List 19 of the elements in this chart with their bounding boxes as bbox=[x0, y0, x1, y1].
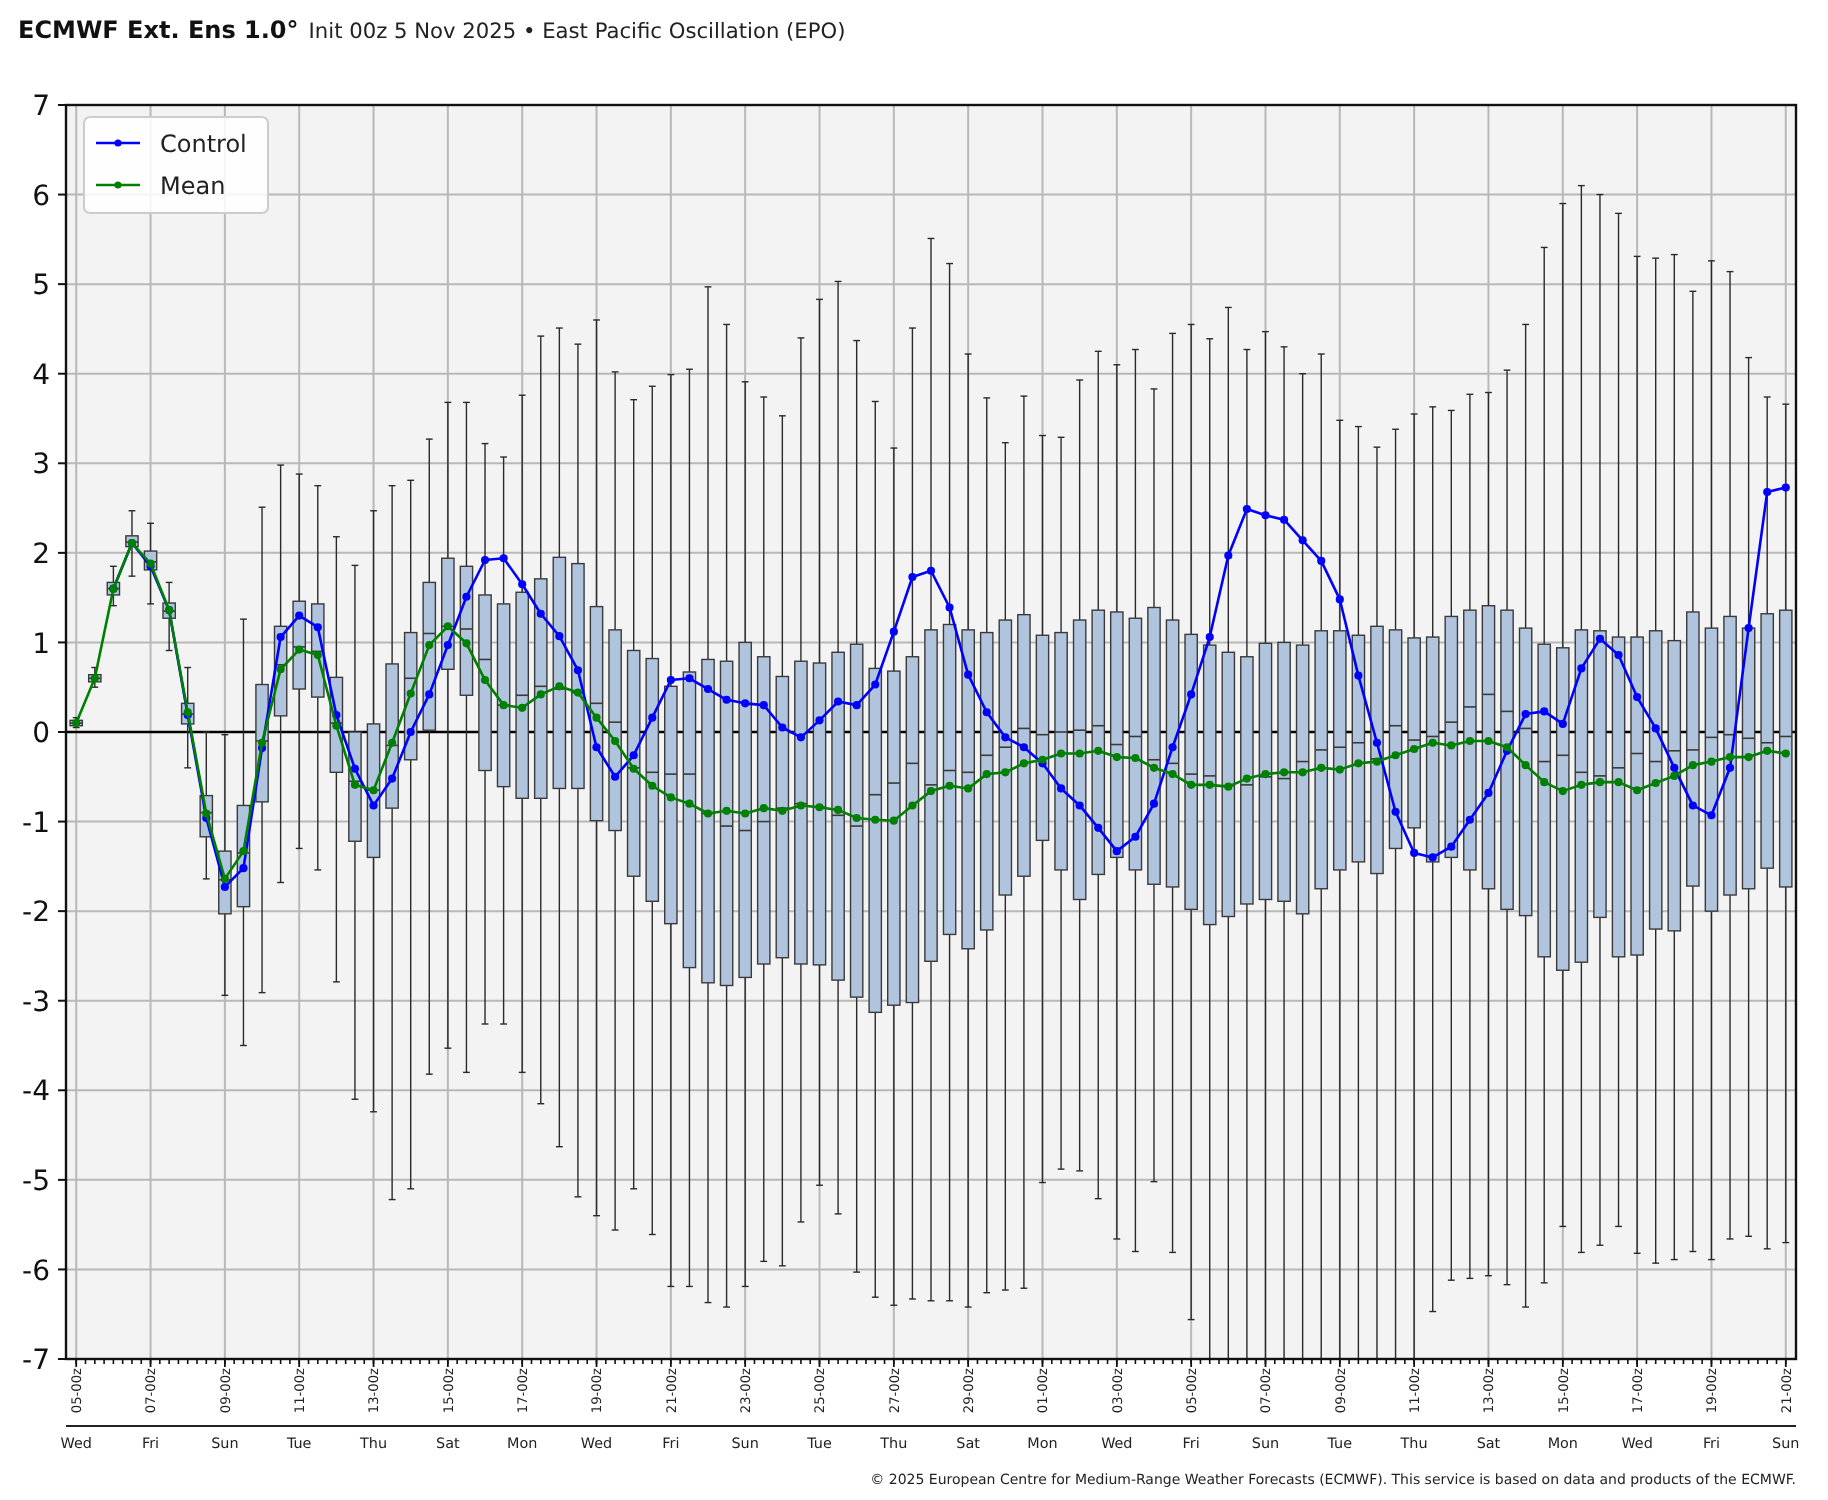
y-tick-label: 3 bbox=[32, 449, 50, 482]
y-tick-label: -4 bbox=[22, 1076, 51, 1109]
y-tick-label: 6 bbox=[32, 180, 51, 213]
y-tick-label: 1 bbox=[32, 628, 50, 661]
chart-title: ECMWF Ext. Ens 1.0° bbox=[18, 16, 299, 44]
chart-subtitle: Init 00z 5 Nov 2025 • East Pacific Oscillation (EPO) bbox=[308, 20, 846, 44]
y-tick-label: -1 bbox=[22, 807, 50, 840]
y-tick-label: 0 bbox=[32, 718, 50, 751]
y-tick-label: 2 bbox=[32, 538, 50, 571]
y-tick-label: -5 bbox=[22, 1165, 50, 1198]
y-tick-label: -3 bbox=[22, 986, 50, 1019]
y-tick-label: 7 bbox=[32, 91, 50, 124]
y-tick-label: 5 bbox=[32, 270, 50, 303]
y-tick-label: 4 bbox=[32, 359, 51, 392]
y-tick-label: -2 bbox=[22, 897, 50, 930]
y-tick-label: -6 bbox=[22, 1255, 51, 1288]
y-tick-label: -7 bbox=[22, 1345, 50, 1378]
legend-label: Mean bbox=[160, 171, 226, 200]
legend-label: Control bbox=[160, 129, 247, 158]
